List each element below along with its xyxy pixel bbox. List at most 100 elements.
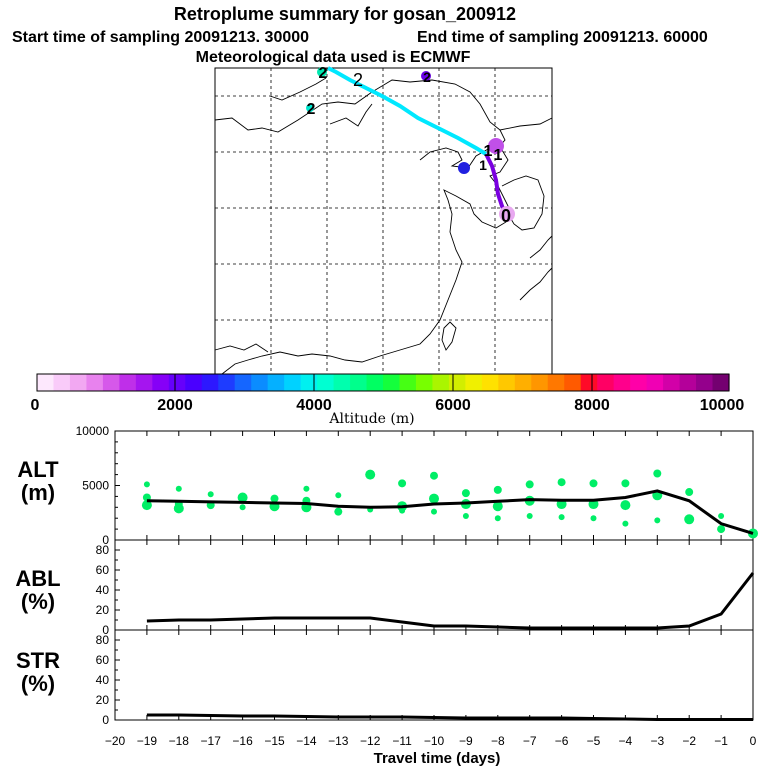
- y-tick-label: 0: [102, 713, 109, 727]
- y-tick-label: 60: [96, 563, 110, 577]
- map-cluster-label: 2: [353, 70, 363, 90]
- plume-point: [589, 479, 598, 488]
- colorbar-swatch: [679, 374, 697, 391]
- colorbar-tick-label: 0: [31, 397, 40, 414]
- x-tick-label: −10: [424, 734, 445, 748]
- plume-point: [207, 491, 214, 498]
- plume-point: [621, 479, 630, 488]
- colorbar-swatch: [267, 374, 285, 391]
- met-data-label: Meteorological data used is ECMWF: [196, 49, 471, 66]
- x-tick-label: −19: [137, 734, 158, 748]
- x-tick-label: −5: [587, 734, 601, 748]
- plume-point: [590, 515, 597, 522]
- x-axis-label: Travel time (days): [374, 750, 501, 767]
- y-tick-label: 40: [96, 673, 110, 687]
- colorbar-swatch: [366, 374, 384, 391]
- plume-point: [398, 479, 407, 488]
- y-tick-label: 5000: [82, 479, 109, 493]
- str-series-line: [146, 713, 753, 721]
- y-tick-label: 80: [96, 543, 110, 557]
- trajectory-map: 2 2 2 2 1 1 1 0: [214, 65, 553, 375]
- plume-point: [239, 504, 246, 511]
- y-tick-label: 20: [96, 603, 110, 617]
- colorbar-tick-label: 4000: [296, 397, 332, 414]
- colorbar-swatch: [37, 374, 55, 391]
- colorbar-tick-label: 6000: [435, 397, 471, 414]
- plume-point: [175, 485, 182, 492]
- colorbar-swatch: [580, 374, 598, 391]
- x-axis: −20 −19 −18 −17 −16 −15 −14 −13 −12 −11 −10 −9 −8 −7−…: [105, 734, 757, 748]
- y-tick-label: 0: [102, 533, 109, 547]
- plume-point: [525, 480, 534, 489]
- x-tick-label: −12: [360, 734, 381, 748]
- plume-point: [620, 500, 631, 511]
- colorbar-swatch: [218, 374, 236, 391]
- x-tick-label: −16: [232, 734, 253, 748]
- colorbar-swatch: [564, 374, 582, 391]
- map-cluster-label: 0: [501, 206, 511, 226]
- trajectory-marker: [499, 206, 515, 222]
- colorbar-swatch: [646, 374, 664, 391]
- panel-frame: [114, 629, 754, 721]
- str-panel-unit: (%): [21, 671, 55, 696]
- plume-point: [399, 507, 406, 514]
- colorbar-swatch: [86, 374, 104, 391]
- map-cluster-label: 1: [494, 147, 503, 164]
- colorbar-swatch: [300, 374, 318, 391]
- map-cluster-label: 1: [479, 157, 487, 173]
- plume-point: [684, 514, 695, 525]
- colorbar-swatch: [135, 374, 153, 391]
- colorbar-swatch: [251, 374, 269, 391]
- colorbar-swatch: [481, 374, 499, 391]
- str-panel-label: STR: [16, 648, 60, 673]
- panel-frame: [114, 539, 754, 631]
- y-tick-label: 60: [96, 653, 110, 667]
- abl-panel-unit: (%): [21, 589, 55, 614]
- plume-point: [718, 513, 725, 520]
- x-tick-label: −14: [296, 734, 317, 748]
- colorbar-swatch: [696, 374, 714, 391]
- colorbar-swatch: [284, 374, 302, 391]
- colorbar-swatch: [234, 374, 252, 391]
- plume-point: [557, 478, 566, 487]
- colorbar-swatch: [712, 374, 730, 391]
- plume-point: [429, 493, 439, 504]
- colorbar-swatch: [663, 374, 681, 391]
- plume-point: [654, 517, 661, 524]
- x-tick-label: −9: [459, 734, 473, 748]
- colorbar-swatch: [102, 374, 120, 391]
- colorbar-swatch: [333, 374, 351, 391]
- colorbar-swatch: [630, 374, 648, 391]
- plume-point: [461, 489, 470, 498]
- x-tick-label: −20: [105, 734, 126, 748]
- x-tick-label: −2: [682, 734, 696, 748]
- alt-panel-label: ALT: [17, 457, 59, 482]
- trajectory-marker: [458, 162, 470, 174]
- x-tick-label: −13: [328, 734, 349, 748]
- x-tick-label: −6: [555, 734, 569, 748]
- colorbar-swatch: [465, 374, 483, 391]
- plume-point: [431, 508, 437, 515]
- colorbar-swatch: [168, 374, 186, 391]
- colorbar-swatch: [547, 374, 565, 391]
- x-tick-label: −3: [650, 734, 664, 748]
- colorbar-axis-label: Altitude (m): [328, 411, 414, 427]
- map-cluster-label: 2: [423, 69, 431, 85]
- trajectory-marker: [488, 138, 504, 154]
- map-cluster-label: 2: [319, 65, 328, 82]
- colorbar-swatch: [69, 374, 88, 391]
- colorbar-swatch: [448, 374, 466, 391]
- x-tick-label: 0: [750, 734, 757, 748]
- x-tick-label: −8: [491, 734, 505, 748]
- colorbar-swatch: [613, 374, 631, 391]
- colorbar-swatch: [119, 374, 137, 391]
- plume-point: [653, 469, 662, 478]
- colorbar-swatch: [415, 374, 434, 391]
- plume-point: [494, 515, 501, 522]
- colorbar-tick-label: 10000: [700, 397, 745, 414]
- plume-point: [526, 513, 533, 520]
- colorbar-swatch: [53, 374, 71, 391]
- x-tick-label: −1: [714, 734, 728, 748]
- plume-point: [558, 514, 565, 521]
